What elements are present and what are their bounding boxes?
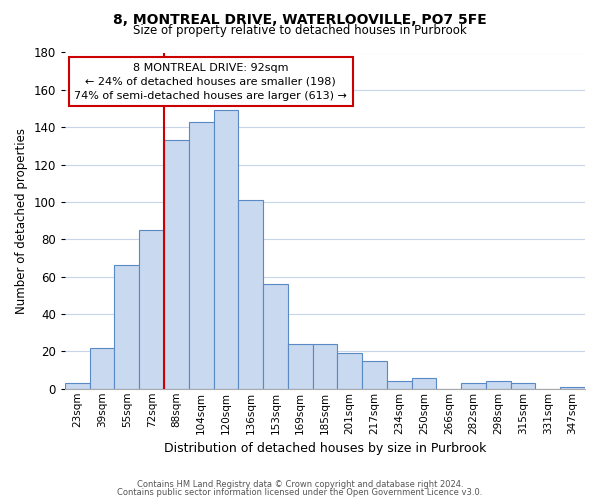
Bar <box>461 383 486 389</box>
Text: Contains HM Land Registry data © Crown copyright and database right 2024.: Contains HM Land Registry data © Crown c… <box>137 480 463 489</box>
Bar <box>65 383 90 389</box>
Text: Size of property relative to detached houses in Purbrook: Size of property relative to detached ho… <box>133 24 467 37</box>
Text: 8, MONTREAL DRIVE, WATERLOOVILLE, PO7 5FE: 8, MONTREAL DRIVE, WATERLOOVILLE, PO7 5F… <box>113 12 487 26</box>
Bar <box>115 266 139 389</box>
Bar <box>511 383 535 389</box>
X-axis label: Distribution of detached houses by size in Purbrook: Distribution of detached houses by size … <box>164 442 486 455</box>
Text: Contains public sector information licensed under the Open Government Licence v3: Contains public sector information licen… <box>118 488 482 497</box>
Bar <box>263 284 288 389</box>
Y-axis label: Number of detached properties: Number of detached properties <box>15 128 28 314</box>
Bar <box>387 382 412 389</box>
Bar <box>238 200 263 389</box>
Bar <box>90 348 115 389</box>
Bar <box>412 378 436 389</box>
Bar <box>362 360 387 389</box>
Text: 8 MONTREAL DRIVE: 92sqm
← 24% of detached houses are smaller (198)
74% of semi-d: 8 MONTREAL DRIVE: 92sqm ← 24% of detache… <box>74 62 347 100</box>
Bar <box>164 140 189 389</box>
Bar <box>313 344 337 389</box>
Bar <box>560 387 585 389</box>
Bar <box>337 354 362 389</box>
Bar <box>214 110 238 389</box>
Bar <box>288 344 313 389</box>
Bar <box>139 230 164 389</box>
Bar <box>486 382 511 389</box>
Bar <box>189 122 214 389</box>
